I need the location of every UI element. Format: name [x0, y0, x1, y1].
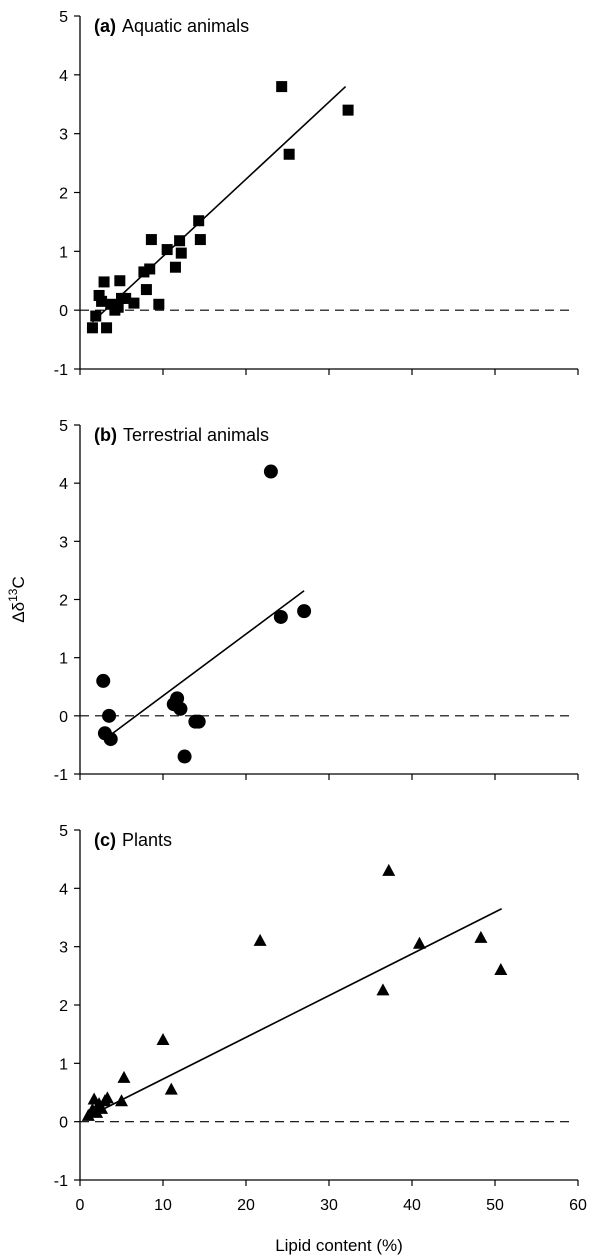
data-point	[101, 322, 113, 334]
data-point	[273, 609, 288, 624]
y-tick-label: 0	[59, 1115, 68, 1132]
data-point	[194, 234, 206, 246]
y-tick-label: 4	[59, 68, 68, 85]
data-point	[138, 266, 150, 278]
data-point	[193, 215, 205, 227]
data-point	[494, 963, 508, 975]
data-point	[117, 1070, 131, 1083]
data-point	[175, 247, 187, 259]
y-tick-label: 3	[59, 940, 68, 957]
data-point	[93, 289, 105, 301]
data-point	[153, 298, 165, 310]
x-tick-label: 10	[154, 1197, 172, 1214]
y-tick-label: 1	[59, 244, 68, 261]
panel-name: Aquatic animals	[122, 16, 249, 36]
y-tick-label: 3	[59, 127, 68, 144]
data-point	[263, 464, 278, 479]
data-point	[174, 235, 186, 247]
y-tick-label: 2	[59, 998, 68, 1015]
y-tick-label: 4	[59, 476, 68, 493]
data-point	[144, 263, 156, 275]
data-point	[342, 104, 354, 116]
x-tick-label: 20	[237, 1197, 255, 1214]
x-tick-label: 50	[486, 1197, 504, 1214]
y-axis-title: Δδ13C	[6, 576, 28, 622]
data-point	[105, 298, 117, 310]
data-point	[382, 863, 396, 876]
panel-b: -1 0 1 2 3 4 5 (b) Terrestrial animals Δδ13C	[6, 418, 579, 784]
data-point	[161, 244, 173, 256]
y-tick-label: 2	[59, 186, 68, 203]
data-point	[115, 1094, 128, 1107]
y-tick-label: 2	[59, 593, 68, 610]
data-point	[283, 148, 295, 160]
panel-name: Plants	[122, 830, 172, 850]
data-point	[169, 261, 181, 273]
panel-name: Terrestrial animals	[123, 425, 269, 445]
data-point	[177, 749, 192, 764]
panel-a: -1 0 1 2 3 4 5 (a) Aquatic animals	[54, 9, 579, 379]
data-point	[140, 284, 152, 296]
data-point	[376, 983, 390, 996]
data-point	[276, 81, 288, 93]
x-tick-label: 40	[403, 1197, 421, 1214]
data-point	[96, 673, 111, 688]
y-tick-label: -1	[54, 767, 68, 784]
data-point	[253, 933, 267, 946]
data-point	[128, 297, 140, 309]
regression-line	[91, 86, 347, 323]
data-point	[297, 604, 312, 619]
y-tick-label: 5	[59, 418, 68, 435]
data-point	[100, 1091, 114, 1104]
panel-title: (a) Aquatic animals	[94, 16, 249, 36]
data-point	[90, 310, 102, 322]
panel-label: (b)	[94, 425, 117, 445]
data-point	[191, 714, 206, 729]
regression-line	[83, 908, 502, 1120]
y-tick-label: 0	[59, 303, 68, 320]
panel-label: (a)	[94, 16, 116, 36]
data-point	[114, 275, 126, 287]
y-tick-label: -1	[54, 362, 68, 379]
x-axis-title: Lipid content (%)	[275, 1236, 403, 1255]
data-point	[412, 936, 426, 949]
data-point	[95, 1101, 109, 1114]
y-tick-label: 5	[59, 823, 68, 840]
y-tick-label: 1	[59, 1056, 68, 1073]
y-tick-label: 4	[59, 881, 68, 898]
panel-title: (c) Plants	[94, 830, 172, 850]
y-tick-label: -1	[54, 1173, 68, 1190]
y-tick-label: 5	[59, 9, 68, 26]
y-tick-label: 3	[59, 534, 68, 551]
data-point	[112, 301, 124, 313]
data-point	[474, 930, 488, 943]
x-tick-label: 30	[320, 1197, 338, 1214]
data-point	[98, 276, 110, 288]
y-tick-label: 1	[59, 651, 68, 668]
panel-title: (b) Terrestrial animals	[94, 425, 269, 445]
data-point	[156, 1033, 170, 1045]
data-point	[86, 322, 98, 334]
data-point	[96, 295, 108, 307]
data-point	[120, 292, 132, 304]
data-point	[103, 732, 118, 747]
y-tick-label: 0	[59, 709, 68, 726]
data-point	[145, 234, 157, 246]
data-point	[173, 701, 188, 716]
data-point	[164, 1082, 178, 1095]
x-tick-label: 0	[76, 1197, 85, 1214]
panel-label: (c)	[94, 830, 116, 850]
x-tick-label: 60	[569, 1197, 587, 1214]
data-point	[102, 708, 117, 723]
regression-line	[104, 590, 305, 740]
